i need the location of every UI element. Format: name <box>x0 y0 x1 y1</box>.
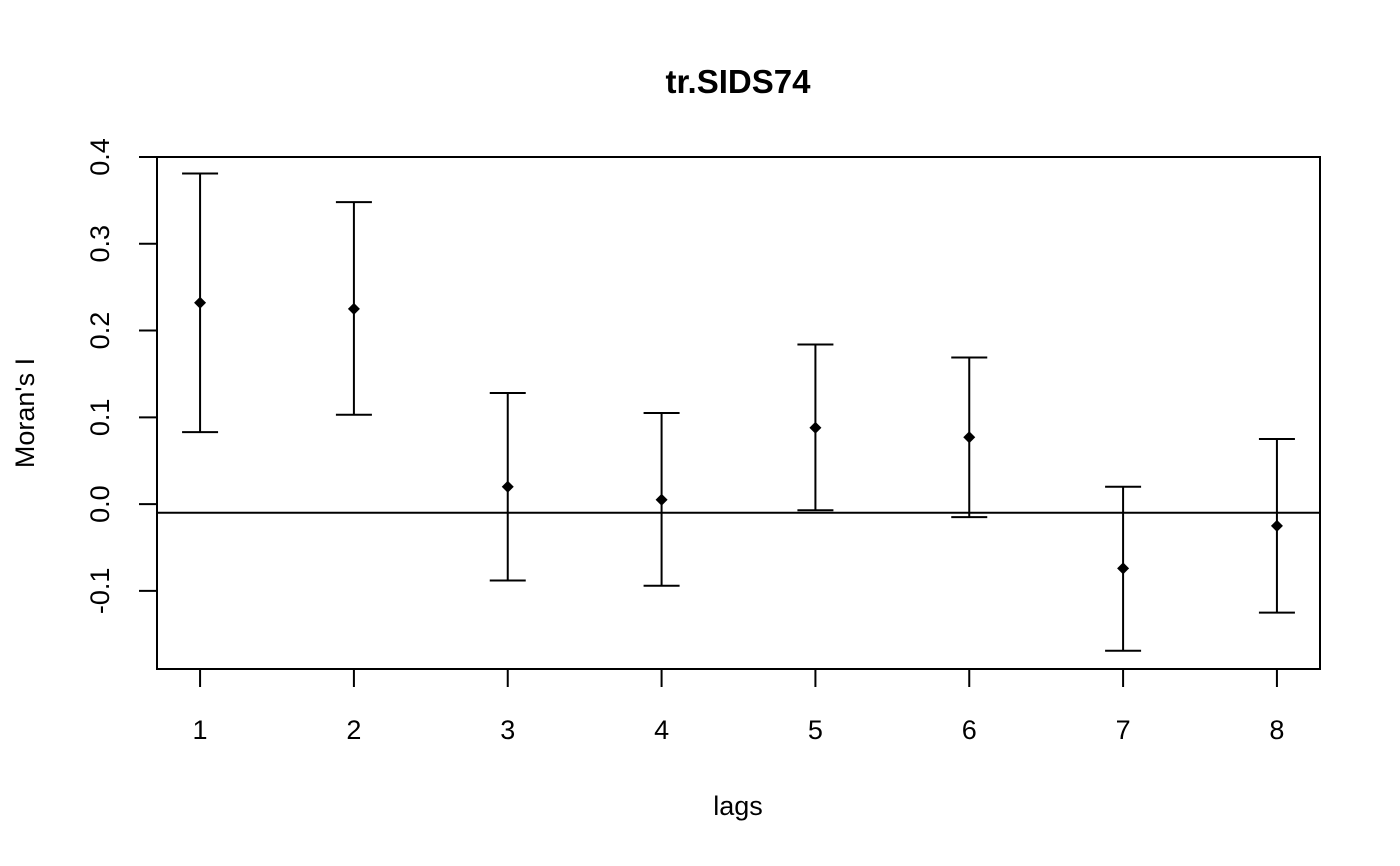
x-tick-label: 4 <box>654 715 669 745</box>
data-point-1 <box>194 296 207 309</box>
y-tick-label: 0.3 <box>85 225 115 263</box>
y-tick-label: 0.4 <box>85 138 115 176</box>
y-tick-label: 0.0 <box>85 485 115 523</box>
y-tick-label: -0.1 <box>85 568 115 615</box>
data-point-4 <box>655 493 668 506</box>
data-point-3 <box>501 480 514 493</box>
x-tick-label: 7 <box>1116 715 1131 745</box>
y-axis-label: Moran's I <box>10 358 40 468</box>
y-tick-label: 0.2 <box>85 312 115 350</box>
x-tick-label: 2 <box>346 715 361 745</box>
chart-title: tr.SIDS74 <box>666 63 812 100</box>
data-point-8 <box>1270 519 1283 532</box>
y-tick-label: 0.1 <box>85 399 115 437</box>
x-axis: 1 2 3 4 5 6 7 8 <box>193 668 1284 745</box>
x-axis-label: lags <box>713 791 763 821</box>
data-point-5 <box>809 421 822 434</box>
data-point-2 <box>347 302 360 315</box>
x-tick-label: 1 <box>193 715 208 745</box>
x-tick-label: 6 <box>962 715 977 745</box>
x-tick-label: 3 <box>500 715 515 745</box>
x-tick-label: 8 <box>1269 715 1284 745</box>
x-tick-label: 5 <box>808 715 823 745</box>
error-bar-marks <box>182 172 1295 652</box>
y-axis: -0.1 0.0 0.1 0.2 0.3 0.4 <box>85 138 158 615</box>
data-point-6 <box>963 431 976 444</box>
data-point-7 <box>1117 562 1130 575</box>
